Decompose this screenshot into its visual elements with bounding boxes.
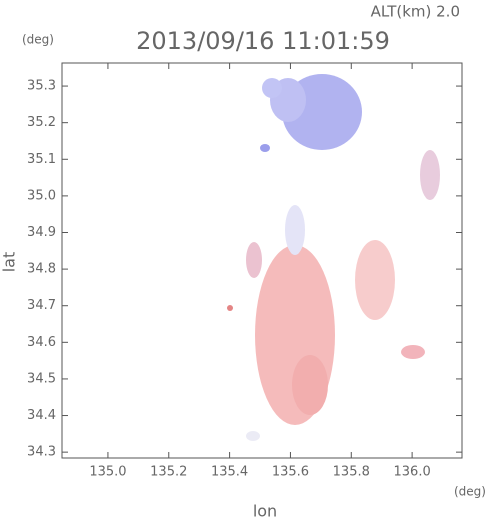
- plot-frame: [61, 62, 463, 459]
- echo-region: [401, 345, 425, 359]
- echo-image: [227, 74, 440, 441]
- y-unit: (deg): [22, 33, 54, 47]
- y-axis-label: lat: [0, 252, 19, 273]
- y-tick-label: 34.6: [27, 335, 56, 350]
- chart-title: 2013/09/16 11:01:59: [136, 27, 390, 55]
- echo-region: [246, 242, 262, 278]
- echo-region: [227, 305, 233, 311]
- y-tick-label: 34.3: [27, 445, 56, 460]
- y-tick-label: 35.0: [27, 188, 56, 203]
- x-tick-label: 135.4: [211, 465, 248, 480]
- echo-region: [260, 144, 270, 152]
- y-tick-label: 35.3: [27, 79, 56, 94]
- echo-region: [262, 78, 282, 98]
- echo-region: [355, 240, 395, 320]
- y-tick-label: 34.4: [27, 408, 56, 423]
- x-axis-label: lon: [253, 502, 277, 521]
- altitude-label: ALT(km) 2.0: [371, 3, 460, 21]
- x-tick-label: 136.0: [394, 465, 431, 480]
- echo-region: [246, 431, 260, 441]
- y-tick-label: 34.5: [27, 371, 56, 386]
- y-tick-label: 34.7: [27, 298, 56, 313]
- y-tick-label: 35.1: [27, 152, 56, 167]
- y-tick-label: 34.9: [27, 225, 56, 240]
- x-tick-label: 135.2: [150, 465, 187, 480]
- x-tick-label: 135.6: [272, 465, 309, 480]
- x-tick-label: 135.0: [89, 465, 126, 480]
- echo-region: [420, 150, 440, 200]
- y-tick-label: 35.2: [27, 115, 56, 130]
- x-tick-label: 135.8: [333, 465, 370, 480]
- echo-region: [285, 205, 305, 255]
- x-unit: (deg): [454, 485, 486, 499]
- echo-region: [292, 355, 328, 415]
- y-tick-label: 34.8: [27, 262, 56, 277]
